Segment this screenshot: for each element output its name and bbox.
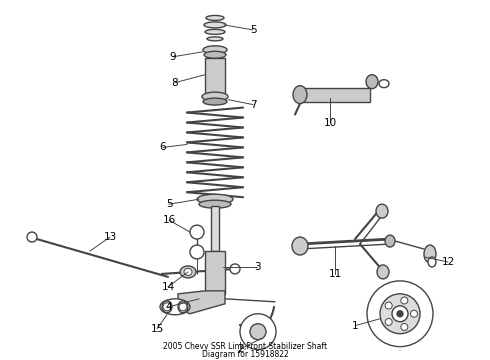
Circle shape (392, 306, 408, 322)
Circle shape (401, 297, 408, 304)
Ellipse shape (292, 237, 308, 255)
Text: 7: 7 (250, 100, 256, 109)
Text: 2005 Chevy SSR Link,Front Stabilizer Shaft: 2005 Chevy SSR Link,Front Stabilizer Sha… (163, 342, 327, 351)
Ellipse shape (293, 86, 307, 104)
Ellipse shape (204, 51, 226, 58)
Ellipse shape (184, 269, 192, 275)
Bar (205, 58, 225, 96)
Circle shape (190, 245, 204, 259)
Text: 14: 14 (161, 282, 174, 292)
Circle shape (179, 303, 187, 311)
Ellipse shape (180, 266, 196, 278)
Text: 1: 1 (352, 321, 358, 331)
Ellipse shape (424, 245, 436, 263)
Bar (205, 251, 225, 294)
Ellipse shape (205, 30, 225, 34)
Ellipse shape (204, 22, 226, 28)
Text: 9: 9 (170, 52, 176, 62)
Ellipse shape (178, 301, 188, 313)
Text: 4: 4 (166, 302, 172, 312)
Circle shape (163, 303, 171, 311)
Ellipse shape (203, 98, 227, 105)
Circle shape (240, 314, 276, 350)
Ellipse shape (379, 80, 389, 87)
Circle shape (380, 294, 420, 334)
Text: 2: 2 (238, 343, 245, 354)
Ellipse shape (160, 299, 190, 315)
Text: 15: 15 (150, 324, 164, 334)
Text: 10: 10 (323, 117, 337, 127)
Circle shape (397, 311, 403, 317)
Ellipse shape (206, 15, 224, 21)
Ellipse shape (207, 37, 223, 41)
Circle shape (230, 264, 240, 274)
Circle shape (190, 225, 204, 239)
Text: 12: 12 (441, 257, 455, 267)
Text: 5: 5 (250, 25, 256, 35)
Ellipse shape (366, 75, 378, 89)
Text: 16: 16 (162, 215, 175, 225)
Ellipse shape (162, 301, 172, 313)
Ellipse shape (385, 235, 395, 247)
Ellipse shape (203, 46, 227, 54)
Ellipse shape (199, 200, 231, 208)
Circle shape (385, 319, 392, 325)
Ellipse shape (202, 92, 228, 101)
Text: Diagram for 15918822: Diagram for 15918822 (201, 350, 289, 359)
Text: 8: 8 (172, 78, 178, 88)
Bar (300, 87, 370, 102)
Ellipse shape (197, 194, 233, 204)
Text: 6: 6 (160, 143, 166, 152)
Circle shape (385, 302, 392, 309)
Bar (211, 206, 219, 251)
Text: 11: 11 (328, 269, 342, 279)
Text: 13: 13 (103, 232, 117, 242)
Circle shape (401, 324, 408, 330)
Circle shape (250, 324, 266, 339)
Ellipse shape (377, 265, 389, 279)
Ellipse shape (376, 204, 388, 218)
Circle shape (27, 232, 37, 242)
Text: 3: 3 (254, 262, 260, 272)
Polygon shape (178, 291, 225, 314)
Circle shape (367, 281, 433, 347)
Circle shape (411, 310, 417, 317)
Text: 5: 5 (166, 199, 172, 209)
Ellipse shape (428, 257, 436, 267)
